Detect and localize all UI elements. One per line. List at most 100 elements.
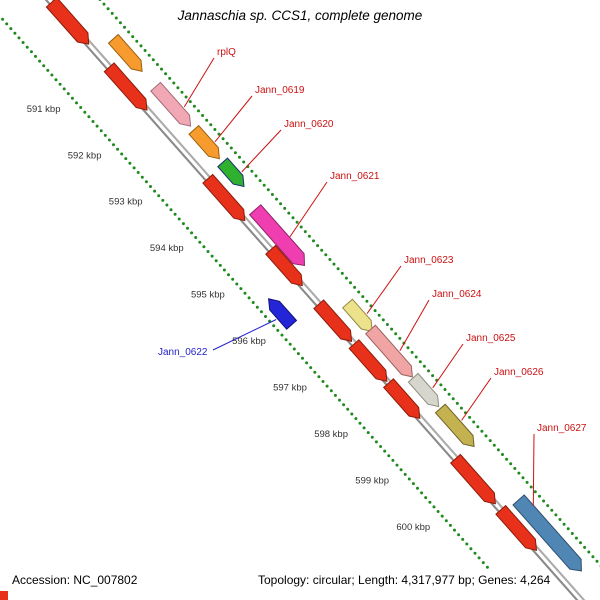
minor-tick-dot (247, 296, 251, 300)
minor-tick-dot (329, 389, 333, 393)
minor-tick-dot (357, 290, 361, 294)
minor-tick-dot (58, 82, 62, 86)
minor-tick-dot (307, 234, 311, 238)
corner-mark (0, 591, 8, 600)
gene-arrow[interactable] (265, 244, 303, 287)
minor-tick-dot (259, 310, 263, 314)
gene-label-jann-0626[interactable]: Jann_0626 (494, 367, 544, 378)
minor-tick-dot (353, 285, 357, 289)
gene-jann-0625[interactable] (407, 372, 440, 408)
minor-tick-dot (346, 407, 350, 411)
gene-arrow[interactable] (45, 0, 90, 45)
gene-jann-0622[interactable] (268, 298, 298, 330)
minor-tick-dot (213, 128, 217, 131)
gene-label-jann-0620[interactable]: Jann_0620 (284, 119, 334, 130)
gene-jann-0619[interactable] (188, 124, 220, 160)
gene-label-rplq[interactable]: rplQ (217, 47, 236, 58)
minor-tick-dot (160, 67, 163, 71)
minor-tick-dot (258, 179, 262, 183)
gene-label-jann-0621[interactable]: Jann_0621 (330, 171, 380, 182)
minor-tick-dot (332, 262, 336, 266)
minor-tick-dot (151, 58, 155, 62)
minor-tick-dot (480, 429, 484, 433)
minor-tick-dot (120, 152, 124, 156)
minor-tick-dot (70, 96, 74, 100)
leader-line-jann-0626 (461, 377, 492, 421)
gene-label-jann-0619[interactable]: Jann_0619 (255, 85, 305, 96)
minor-tick-dot (198, 240, 202, 244)
minor-tick-dot (313, 370, 317, 374)
minor-tick-dot (496, 448, 500, 452)
gene-arrow[interactable] (103, 62, 148, 111)
minor-tick-dot (424, 496, 428, 500)
minor-tick-dot (288, 342, 292, 346)
minor-tick-dot (533, 490, 537, 494)
minor-tick-dot (377, 313, 381, 317)
gene-label-jann-0622[interactable]: Jann_0622 (158, 347, 208, 358)
minor-tick-dot (25, 45, 29, 49)
minor-tick-dot (283, 206, 287, 210)
minor-tick-dot (103, 133, 107, 137)
gene-label-jann-0627[interactable]: Jann_0627 (537, 423, 587, 434)
minor-tick-dot (579, 541, 582, 545)
minor-tick-dot (316, 244, 320, 248)
minor-tick-dot (131, 35, 135, 39)
gene-jann-0626[interactable] (434, 403, 475, 448)
minor-tick-dot (333, 393, 337, 397)
minor-tick-dot (38, 59, 42, 63)
minor-tick-dot (481, 561, 485, 565)
gene-arrow[interactable] (382, 378, 421, 420)
minor-tick-dot (83, 110, 87, 114)
gene-jann-0624[interactable] (364, 324, 413, 378)
minor-tick-dot (118, 21, 122, 25)
minor-tick-dot (583, 545, 587, 549)
minor-tick-dot (79, 106, 83, 109)
minor-tick-dot (29, 50, 33, 54)
gene-arrow[interactable] (313, 299, 353, 342)
minor-tick-dot (509, 462, 513, 466)
minor-tick-dot (91, 120, 95, 123)
minor-tick-dot (127, 30, 131, 34)
minor-tick-dot (21, 41, 25, 44)
minor-tick-dot (455, 401, 459, 405)
minor-tick-dot (362, 426, 366, 430)
minor-tick-dot (501, 453, 504, 456)
gene-arrow[interactable] (449, 453, 496, 505)
minor-tick-dot (124, 157, 128, 161)
gene-arrow[interactable] (202, 173, 246, 222)
leader-line-jann-0627 (532, 433, 535, 506)
minor-tick-dot (379, 445, 383, 448)
minor-tick-dot (472, 420, 476, 424)
minor-tick-dot (420, 491, 424, 495)
gene-label-jann-0624[interactable]: Jann_0624 (432, 289, 482, 300)
minor-tick-dot (209, 123, 213, 127)
minor-tick-dot (275, 197, 278, 201)
gene-label-jann-0625[interactable]: Jann_0625 (466, 333, 516, 344)
minor-tick-dot (177, 217, 181, 221)
gene-jann-0620[interactable] (217, 157, 245, 188)
minor-tick-dot (387, 454, 391, 458)
minor-tick-dot (287, 211, 291, 215)
minor-tick-dot (485, 565, 489, 569)
minor-tick-dot (431, 374, 435, 378)
gene-label-jann-0623[interactable]: Jann_0623 (404, 255, 454, 266)
gene-jann-0623[interactable] (341, 298, 373, 333)
gene-arrow[interactable] (107, 33, 143, 73)
minor-tick-dot (365, 299, 369, 303)
gene-arrow[interactable] (495, 504, 538, 551)
minor-tick-dot (309, 366, 313, 370)
minor-tick-dot (411, 482, 415, 486)
minor-tick-dot (427, 369, 430, 373)
gene-rplq[interactable] (150, 81, 192, 127)
minor-tick-dot (422, 364, 426, 368)
gene-arrow[interactable] (348, 339, 388, 382)
minor-tick-dot (168, 76, 172, 80)
minor-tick-dot (295, 220, 299, 224)
accession-text: Accession: NC_007802 (12, 573, 138, 587)
minor-tick-dot (566, 527, 570, 531)
minor-tick-dot (338, 398, 341, 402)
gene-jann-0627[interactable] (512, 494, 582, 572)
axis-tick-label: 600 kbp (396, 522, 430, 533)
gene-jann-0621[interactable] (248, 204, 306, 266)
chart-title: Jannaschia sp. CCS1, complete genome (177, 8, 423, 23)
